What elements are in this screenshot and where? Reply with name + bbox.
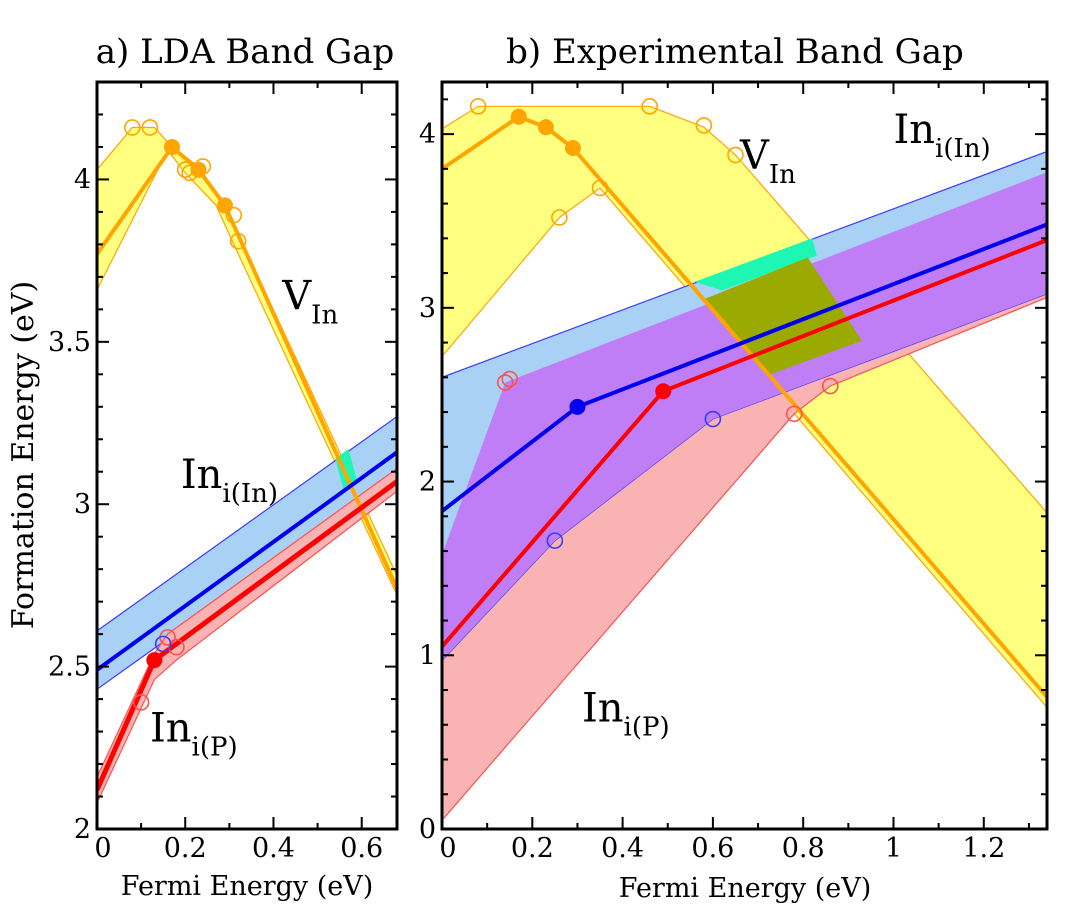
panel-b-v-in-band: [442, 105, 1047, 709]
panel-b-open-marker-v-line-1: [469, 98, 487, 115]
panel-a-clipped-content: [97, 119, 397, 804]
panel-b-annotation-1-sub: In: [769, 160, 796, 190]
panel-b-open-marker-v-line-6: [591, 179, 609, 197]
panel-a-title: a) LDA Band Gap: [96, 32, 394, 72]
panel-b-xtick-label: 0.4: [601, 833, 644, 864]
panel-a-open-marker-v-line-5: [194, 158, 212, 175]
panel-b-ytick-label: 4: [419, 119, 436, 150]
panel-a-open-marker-pink-edge-1: [132, 694, 150, 711]
panel-a-annotation-3: Ini(P): [150, 705, 238, 762]
panel-a-in-i-in-band: [97, 415, 397, 691]
panel-b-clipped-content: [442, 98, 1047, 822]
panel-a-open-marker-v-line-6: [225, 206, 243, 224]
panel-a-ytick-label: 3.5: [48, 327, 91, 358]
panel-b-in-i-in--point-1: [569, 398, 586, 415]
panel-b-open-marker-v-line-2: [641, 98, 658, 115]
panel-b-xtick-label: 0.6: [691, 833, 734, 864]
panel-b-open-marker-pink-edge-2: [501, 370, 519, 388]
panel-a-annotation-1: VIn: [281, 273, 338, 330]
panel-a-open-marker-v-line-7: [229, 232, 247, 250]
panel-a-annotation-1-main: V: [281, 273, 312, 319]
panel-b-frame: [440, 80, 1049, 831]
panel-b-open-marker-v-line-4: [727, 146, 744, 164]
panel-b-annotation-3-main: In: [582, 685, 624, 731]
panel-a-ytick-label: 3: [74, 489, 91, 520]
panel-b-v-in-point-1: [510, 108, 527, 125]
panel-b-annotation-2: Ini(In): [893, 107, 990, 164]
panel-b-xtick-label: 0.8: [782, 833, 825, 864]
panel-b-ytick-label: 3: [419, 293, 436, 324]
panel-b-xtick-label: 0.2: [511, 833, 554, 864]
panel-a-xtick-label: 0: [94, 833, 111, 864]
panel-a-open-marker-v-line-3: [176, 161, 194, 178]
panel-a-xtick-label: 0.4: [252, 833, 295, 864]
panel-b-open-marker-pink-edge-1: [496, 374, 514, 391]
panel-a-in-i-p--point-1: [146, 652, 163, 669]
panel-b-open-marker-v-line-3: [695, 117, 713, 134]
panel-a-frame: [95, 80, 399, 831]
y-axis-label: Formation Energy (eV): [6, 281, 41, 629]
panel-b-annotation-2-main: In: [893, 107, 935, 153]
panel-b-annotation-2-sub: i(In): [935, 134, 991, 164]
panel-a-xtick-label: 0.6: [340, 833, 383, 864]
panel-b-open-marker-pink-edge-3: [785, 405, 803, 423]
panel-b-open-marker-blue-edge-2: [704, 410, 722, 428]
panel-a-v-in-point-1: [164, 138, 180, 155]
panel-b-v-in-point-2: [537, 119, 554, 136]
panel-b-overlap-region-2: [694, 238, 817, 291]
panel-b-open-marker-pink-edge-4: [821, 377, 839, 395]
panel-a-annotation-3-sub: i(P): [192, 732, 238, 762]
panel-b-v-in-point-3: [564, 140, 581, 157]
panel-a-open-marker-v-line-4: [181, 164, 198, 182]
panel-b-annotation-3-sub: i(P): [624, 712, 670, 742]
panel-a-annotation-2-sub: i(In): [222, 479, 278, 509]
panel-b-annotation-1: VIn: [739, 133, 796, 190]
panel-a-annotation-3-main: In: [150, 705, 192, 751]
panel-b-ticks: 0 0.2 0.4 0.6 0.8 1 1.2 0 1 2 3 4: [419, 82, 1047, 864]
panel-a-open-marker-v-line-2: [141, 119, 159, 136]
panel-b-xtick-label: 1: [885, 833, 902, 864]
panel-b-xtick-label: 0: [439, 833, 456, 864]
panel-a-open-marker-pink-edge-3: [168, 638, 185, 656]
panel-a-v-in-point-3: [216, 197, 233, 214]
panel-b-ytick-label: 1: [419, 640, 436, 671]
panel-b-open-marker-blue-edge-1: [546, 532, 564, 549]
panel-a-annotation-1-sub: In: [311, 300, 338, 330]
panel-a-open-marker-blue-edge-1: [154, 635, 172, 653]
panel-b: b) Experimental Band Gap VInIni(In)Ini(P…: [419, 32, 1049, 904]
panel-b-ytick-label: 2: [419, 467, 436, 498]
panel-a-ytick-label: 2: [74, 814, 91, 845]
panel-a-ytick-label: 2.5: [48, 652, 91, 683]
panel-a-series-in-i-in-: [97, 450, 397, 672]
panel-b-annotation-3: Ini(P): [582, 685, 670, 742]
panel-a-xtick-label: 0.2: [164, 833, 207, 864]
panel-a-ytick-label: 4: [74, 164, 91, 195]
panel-b-annotation-1-main: V: [739, 133, 770, 179]
panel-a-x-axis-label: Fermi Energy (eV): [121, 871, 374, 902]
panel-a-open-marker-v-line-1: [123, 119, 141, 136]
panel-b-x-axis-label: Fermi Energy (eV): [619, 873, 872, 904]
panel-b-open-marker-v-line-5: [551, 209, 568, 226]
panel-b-ytick-label: 0: [419, 814, 436, 845]
panel-a-annotation-2-main: In: [181, 452, 223, 498]
panel-b-xtick-label: 1.2: [962, 833, 1005, 864]
panel-b-in-i-p--point-1: [655, 383, 672, 400]
panel-b-overlap-region-1: [442, 172, 1047, 661]
panel-b-title: b) Experimental Band Gap: [506, 32, 964, 72]
panel-a-annotation-2: Ini(In): [181, 452, 278, 509]
